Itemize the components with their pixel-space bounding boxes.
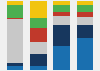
Bar	[54, 16, 70, 25]
Bar	[54, 1, 70, 5]
Bar	[54, 46, 70, 70]
Bar	[30, 42, 46, 54]
Bar	[77, 5, 93, 12]
Bar	[7, 5, 23, 18]
Bar	[77, 25, 93, 38]
Bar	[54, 12, 70, 16]
Bar	[30, 54, 46, 66]
Bar	[7, 19, 23, 63]
Bar	[7, 1, 23, 5]
Bar	[54, 5, 70, 12]
Bar	[30, 28, 46, 42]
Bar	[7, 63, 23, 66]
Bar	[30, 1, 46, 18]
Bar	[77, 12, 93, 17]
Bar	[77, 17, 93, 25]
Bar	[77, 38, 93, 70]
Bar	[7, 18, 23, 19]
Bar	[30, 18, 46, 28]
Bar	[30, 66, 46, 70]
Bar	[77, 1, 93, 5]
Bar	[54, 25, 70, 46]
Bar	[7, 66, 23, 70]
